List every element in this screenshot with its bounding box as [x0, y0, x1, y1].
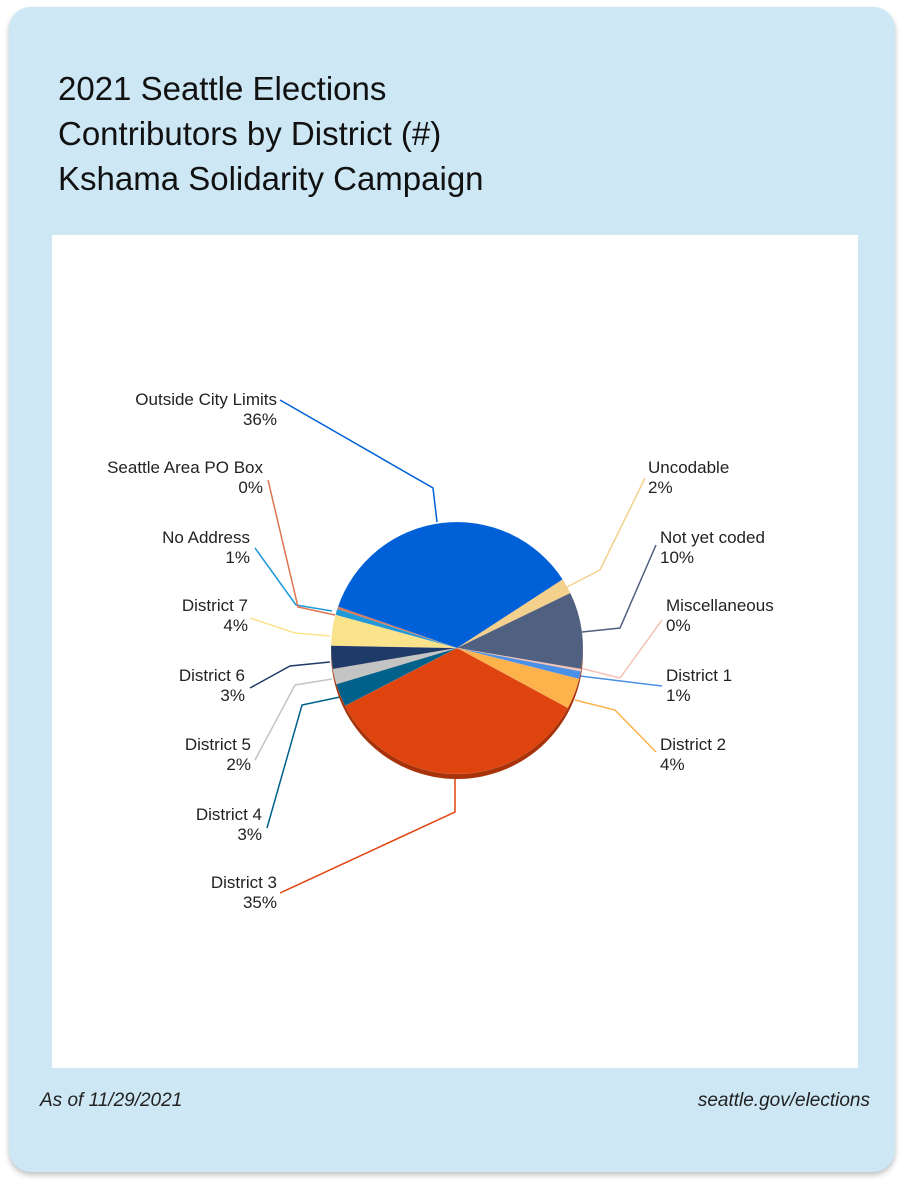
slice-label-percent: 2% — [226, 755, 251, 774]
title-line-2: Contributors by District (#) — [58, 115, 442, 152]
leader-line — [574, 699, 657, 753]
pie-slice-no-address — [335, 608, 458, 649]
slice-label-percent: 1% — [225, 548, 250, 567]
leader-line — [266, 696, 341, 829]
title-line-1: 2021 Seattle Elections — [58, 70, 387, 107]
pie-slice-district-3 — [344, 647, 569, 775]
chart-title: 2021 Seattle Elections Contributors by D… — [58, 66, 484, 201]
slice-label-name: Uncodable — [648, 458, 730, 477]
slice-label-name: District 2 — [660, 735, 727, 754]
pie-slice-uncodable — [456, 579, 571, 649]
slice-label-name: Outside City Limits — [135, 390, 277, 409]
slice-label-percent: 3% — [220, 686, 245, 705]
leader-line — [581, 544, 657, 633]
leader-line — [564, 477, 646, 589]
slice-label-percent: 4% — [660, 755, 685, 774]
slice-label: No Address 1% — [162, 528, 250, 568]
slice-label-percent: 10% — [660, 548, 695, 567]
slice-label-name: District 1 — [666, 666, 733, 685]
slice-label-percent: 4% — [223, 616, 248, 635]
slice-label-name: No Address — [162, 528, 250, 547]
slice-label: District 4 3% — [196, 805, 262, 845]
pie-slice-district-6 — [330, 645, 458, 670]
pie-slice-miscellaneous — [456, 647, 582, 672]
leader-line — [249, 617, 331, 637]
slice-label-percent: 1% — [666, 686, 691, 705]
slice-label-percent: 2% — [648, 478, 673, 497]
leader-line — [254, 678, 333, 761]
pie-slice-district-7 — [330, 614, 458, 649]
slice-label: District 5 2% — [185, 735, 251, 775]
pie-slice-outside-city-limits — [337, 521, 564, 649]
slice-label: Outside City Limits 36% — [135, 390, 277, 430]
pie-slice-district-5 — [332, 647, 458, 685]
source-link[interactable]: seattle.gov/elections — [697, 1090, 870, 1111]
slice-label: District 3 35% — [211, 873, 277, 913]
slice-label: Uncodable 2% — [648, 458, 729, 498]
slice-label-name: District 4 — [195, 805, 262, 824]
slice-label: District 1 1% — [666, 666, 732, 706]
slice-label: District 2 4% — [660, 735, 726, 775]
slice-label-percent: 3% — [237, 825, 262, 844]
leader-line — [579, 675, 663, 687]
leader-line — [249, 661, 331, 689]
slice-label: Seattle Area PO Box 0% — [107, 458, 263, 498]
slice-label-name: Not yet coded — [660, 528, 765, 547]
slice-label: District 7 4% — [182, 596, 248, 636]
pie-slice-district-2 — [456, 647, 580, 709]
slice-label-name: District 5 — [184, 735, 251, 754]
slice-label-percent: 35% — [242, 893, 277, 912]
slice-label-percent: 0% — [238, 478, 263, 497]
pie-slice-district-4 — [335, 647, 458, 707]
title-line-3: Kshama Solidarity Campaign — [58, 160, 484, 197]
slice-label-name: Seattle Area PO Box — [107, 458, 263, 477]
leader-line — [267, 479, 336, 616]
slice-label-percent: 0% — [666, 616, 691, 635]
slice-label-name: District 7 — [181, 596, 248, 615]
slice-label: Miscellaneous 0% — [666, 596, 774, 636]
leader-line — [254, 547, 333, 612]
leader-line — [279, 399, 438, 523]
slice-label: Not yet coded 10% — [660, 528, 765, 568]
pie-slice-not-yet-coded — [456, 592, 584, 670]
pie-slice-district-1 — [456, 647, 582, 680]
leader-line — [579, 619, 663, 679]
slice-label: District 6 3% — [179, 666, 245, 706]
slice-label-name: Miscellaneous — [666, 596, 774, 615]
pie-slice-seattle-area-po-box — [336, 606, 458, 649]
as-of-date: As of 11/29/2021 — [40, 1090, 183, 1111]
slice-label-name: District 3 — [210, 873, 277, 892]
slice-label-name: District 6 — [178, 666, 245, 685]
leader-line — [279, 778, 456, 894]
slice-label-percent: 36% — [242, 410, 277, 429]
